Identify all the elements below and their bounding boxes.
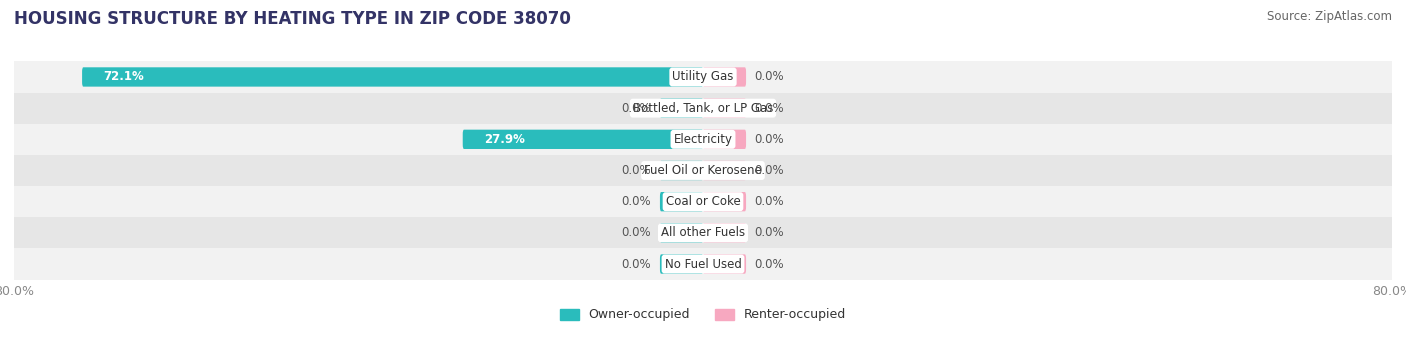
- Bar: [14, 92, 1392, 124]
- Bar: [14, 249, 1392, 280]
- Text: 0.0%: 0.0%: [621, 257, 651, 270]
- Text: 0.0%: 0.0%: [755, 102, 785, 115]
- Text: Fuel Oil or Kerosene: Fuel Oil or Kerosene: [644, 164, 762, 177]
- Bar: [14, 186, 1392, 217]
- Text: 0.0%: 0.0%: [621, 164, 651, 177]
- Text: All other Fuels: All other Fuels: [661, 226, 745, 239]
- Text: 0.0%: 0.0%: [755, 195, 785, 208]
- Text: 0.0%: 0.0%: [621, 226, 651, 239]
- Text: Coal or Coke: Coal or Coke: [665, 195, 741, 208]
- FancyBboxPatch shape: [703, 99, 747, 118]
- FancyBboxPatch shape: [659, 223, 703, 242]
- Bar: [14, 155, 1392, 186]
- FancyBboxPatch shape: [703, 130, 747, 149]
- Text: 0.0%: 0.0%: [755, 257, 785, 270]
- FancyBboxPatch shape: [659, 192, 703, 211]
- FancyBboxPatch shape: [82, 67, 703, 87]
- FancyBboxPatch shape: [703, 223, 747, 242]
- Text: 72.1%: 72.1%: [104, 71, 145, 84]
- Text: 0.0%: 0.0%: [755, 164, 785, 177]
- FancyBboxPatch shape: [463, 130, 703, 149]
- Text: 0.0%: 0.0%: [755, 71, 785, 84]
- FancyBboxPatch shape: [659, 161, 703, 180]
- Text: 0.0%: 0.0%: [621, 102, 651, 115]
- Text: Source: ZipAtlas.com: Source: ZipAtlas.com: [1267, 10, 1392, 23]
- Text: 0.0%: 0.0%: [755, 133, 785, 146]
- Text: No Fuel Used: No Fuel Used: [665, 257, 741, 270]
- Text: 27.9%: 27.9%: [484, 133, 524, 146]
- Text: Bottled, Tank, or LP Gas: Bottled, Tank, or LP Gas: [633, 102, 773, 115]
- Bar: [14, 61, 1392, 92]
- FancyBboxPatch shape: [659, 99, 703, 118]
- Text: 0.0%: 0.0%: [621, 195, 651, 208]
- Text: HOUSING STRUCTURE BY HEATING TYPE IN ZIP CODE 38070: HOUSING STRUCTURE BY HEATING TYPE IN ZIP…: [14, 10, 571, 28]
- Legend: Owner-occupied, Renter-occupied: Owner-occupied, Renter-occupied: [560, 308, 846, 321]
- FancyBboxPatch shape: [703, 161, 747, 180]
- Text: 0.0%: 0.0%: [755, 226, 785, 239]
- FancyBboxPatch shape: [703, 67, 747, 87]
- FancyBboxPatch shape: [703, 254, 747, 274]
- FancyBboxPatch shape: [703, 192, 747, 211]
- Text: Utility Gas: Utility Gas: [672, 71, 734, 84]
- Bar: [14, 124, 1392, 155]
- Text: Electricity: Electricity: [673, 133, 733, 146]
- FancyBboxPatch shape: [659, 254, 703, 274]
- Bar: [14, 217, 1392, 249]
